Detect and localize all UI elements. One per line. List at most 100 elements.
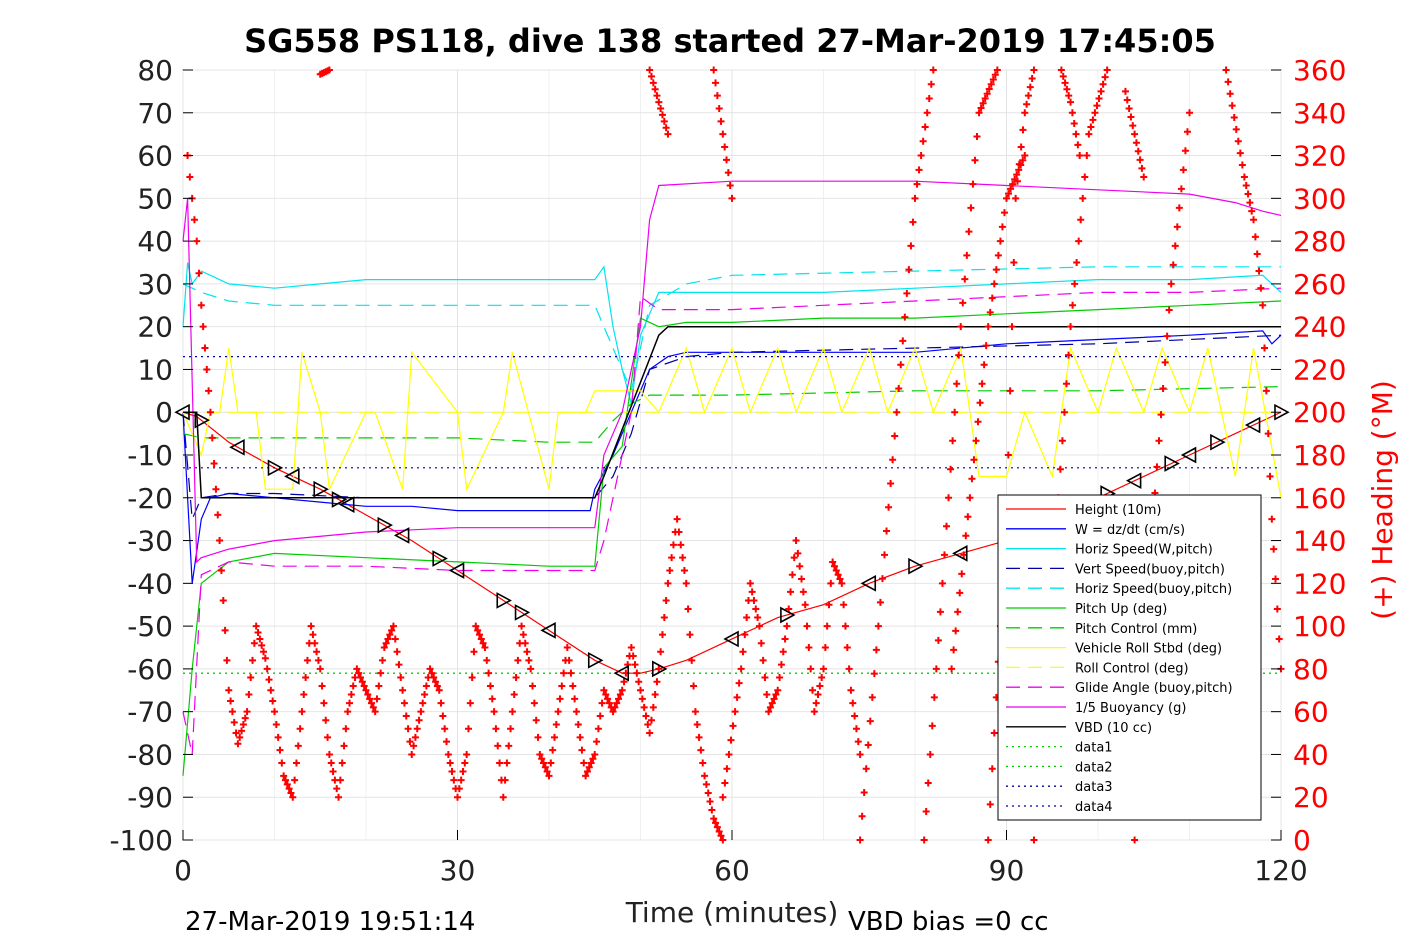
y2-tick-label: 320 xyxy=(1293,140,1346,173)
heading-point xyxy=(604,695,612,703)
heading-point xyxy=(763,691,771,699)
y-tick-label: -50 xyxy=(127,610,173,643)
heading-point xyxy=(988,765,996,773)
heading-point xyxy=(712,79,720,87)
heading-point xyxy=(1242,182,1250,189)
heading-point xyxy=(327,759,335,767)
heading-point xyxy=(680,567,688,574)
heading-point xyxy=(686,631,694,639)
heading-point xyxy=(481,644,489,651)
y2-tick-label: 160 xyxy=(1293,482,1346,515)
heading-point xyxy=(1234,137,1242,145)
legend-label: VBD (10 cc) xyxy=(1075,721,1152,736)
heading-point xyxy=(646,66,654,74)
heading-point xyxy=(252,622,260,630)
heading-point xyxy=(976,399,984,407)
heading-point xyxy=(781,635,789,643)
heading-point xyxy=(911,194,919,202)
heading-point xyxy=(1134,147,1142,155)
heading-point xyxy=(972,437,980,445)
heading-point xyxy=(1246,199,1254,207)
legend: Height (10m) W = dz/dt (cm/s) Horiz Speed(… xyxy=(997,494,1262,821)
heading-point xyxy=(421,691,429,699)
height-marker-left xyxy=(613,664,630,682)
heading-point xyxy=(1131,836,1139,844)
heading-point xyxy=(982,342,990,350)
heading-point xyxy=(951,408,959,416)
heading-point xyxy=(1073,259,1081,266)
heading-point xyxy=(388,626,396,634)
heading-point xyxy=(1224,78,1232,86)
heading-point xyxy=(917,152,925,160)
heading-point xyxy=(461,759,469,767)
heading-point xyxy=(1026,83,1034,91)
x-tick-label: 90 xyxy=(989,854,1025,887)
heading-point xyxy=(989,76,997,84)
heading-point xyxy=(406,738,414,746)
heading-point xyxy=(1131,130,1139,138)
heading-point xyxy=(1253,250,1261,258)
heading-point xyxy=(600,686,608,694)
heading-point xyxy=(258,641,266,649)
heading-point xyxy=(832,567,840,574)
heading-point xyxy=(929,66,937,74)
heading-point xyxy=(901,313,909,321)
heading-point xyxy=(723,156,731,164)
heading-point xyxy=(856,836,864,844)
heading-point xyxy=(1058,437,1066,445)
heading-point xyxy=(737,665,745,673)
heading-point xyxy=(291,776,299,784)
heading-point xyxy=(435,686,443,694)
heading-point xyxy=(761,673,769,681)
heading-point xyxy=(217,567,225,574)
heading-point xyxy=(389,622,397,630)
heading-point xyxy=(1266,472,1274,480)
heading-point xyxy=(1030,66,1038,74)
heading-point xyxy=(821,644,829,651)
heading-point xyxy=(895,384,903,392)
heading-point xyxy=(1155,437,1163,445)
heading-point xyxy=(860,788,868,796)
heading-point xyxy=(936,608,944,616)
x-axis-label: Time (minutes) xyxy=(625,896,839,929)
heading-point xyxy=(838,579,846,587)
heading-point xyxy=(644,721,652,728)
heading-point xyxy=(986,800,994,808)
heading-point xyxy=(1067,323,1075,331)
heading-point xyxy=(627,644,635,651)
heading-point xyxy=(666,567,674,574)
height-marker-right xyxy=(780,606,796,624)
heading-point xyxy=(921,123,929,131)
heading-point xyxy=(664,130,672,138)
heading-point xyxy=(843,644,851,651)
heading-point xyxy=(816,682,824,690)
heading-point xyxy=(402,712,410,720)
heading-point xyxy=(818,673,826,681)
heading-point xyxy=(981,95,989,103)
heading-point xyxy=(250,639,258,647)
height-marker-left xyxy=(1244,416,1261,434)
height-marker-left xyxy=(1180,446,1197,464)
heading-point xyxy=(1079,194,1087,202)
heading-point xyxy=(1251,233,1259,241)
heading-point xyxy=(479,639,487,647)
heading-point xyxy=(583,768,591,776)
heading-point xyxy=(547,759,555,767)
heading-point xyxy=(854,738,862,746)
heading-point xyxy=(1024,92,1032,100)
heading-point xyxy=(254,629,262,637)
heading-point xyxy=(324,733,332,741)
heading-point xyxy=(620,678,628,686)
heading-point xyxy=(657,648,665,656)
heading-point xyxy=(373,695,381,703)
heading-point xyxy=(655,665,663,673)
heading-point xyxy=(1272,575,1280,583)
chart-title: SG558 PS118, dive 138 started 27-Mar-201… xyxy=(244,22,1216,60)
heading-point xyxy=(741,631,749,639)
heading-point xyxy=(521,639,529,647)
heading-point xyxy=(335,793,343,801)
series-line xyxy=(182,386,1282,443)
heading-point xyxy=(727,736,735,744)
heading-point xyxy=(1238,161,1246,169)
heading-point xyxy=(466,699,474,707)
